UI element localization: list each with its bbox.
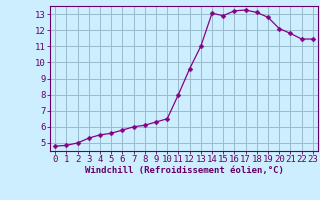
- X-axis label: Windchill (Refroidissement éolien,°C): Windchill (Refroidissement éolien,°C): [84, 166, 284, 175]
